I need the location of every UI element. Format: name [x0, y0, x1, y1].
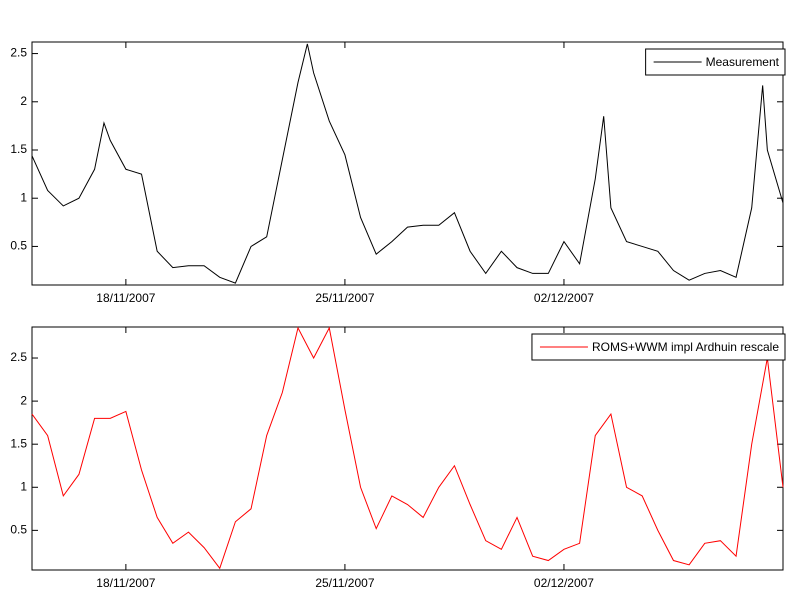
y-tick-label: 2: [20, 393, 27, 407]
y-tick-label: 0.5: [10, 523, 27, 537]
axes-box: [31, 41, 784, 286]
y-tick-label: 2.5: [10, 46, 27, 60]
y-tick-label: 2.5: [10, 350, 27, 364]
data-line: [31, 43, 784, 284]
x-tick-label: 02/12/2007: [534, 576, 594, 590]
legend-label: Measurement: [706, 55, 780, 69]
y-tick-label: 1: [20, 479, 27, 493]
y-tick-label: 0.5: [10, 239, 27, 253]
x-tick-label: 25/11/2007: [315, 576, 374, 590]
data-line: [31, 326, 784, 570]
y-tick-label: 1: [20, 190, 27, 204]
legend-label: ROMS+WWM impl Ardhuin rescale: [592, 340, 779, 354]
y-tick-label: 1.5: [10, 436, 27, 450]
y-tick-label: 2: [20, 94, 27, 108]
x-tick-label: 02/12/2007: [534, 291, 594, 305]
axes-box: [31, 326, 784, 571]
x-tick-label: 18/11/2007: [96, 576, 155, 590]
x-tick-label: 18/11/2007: [96, 291, 155, 305]
x-tick-label: 25/11/2007: [315, 291, 374, 305]
y-tick-label: 1.5: [10, 142, 27, 156]
